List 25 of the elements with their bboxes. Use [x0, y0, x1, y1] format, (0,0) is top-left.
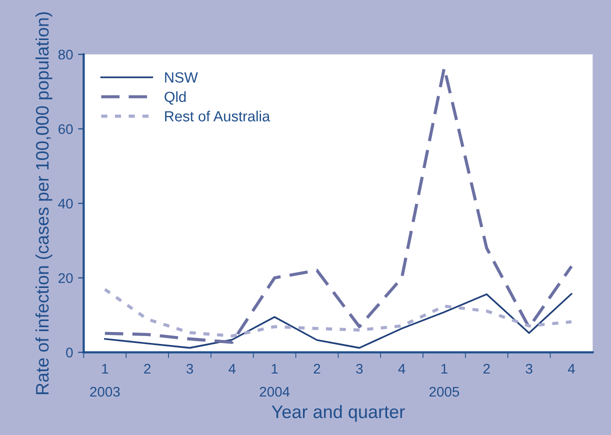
x-tick-label: 3 [186, 364, 193, 374]
x-tick-label: 2 [483, 364, 490, 374]
legend-label: Rest of Australia [165, 110, 270, 122]
y-tick-label: 80 [58, 50, 73, 60]
line-series [103, 66, 573, 344]
x-tick-label: 4 [228, 364, 236, 374]
y-axis-title: Rate of infection (cases per 100,000 population) [35, 12, 52, 394]
legend-label: Qld [164, 91, 186, 105]
x-tick-label: 1 2003 [90, 364, 120, 397]
legend-label: NSW [165, 72, 198, 83]
x-tick-label: 2 [144, 364, 150, 374]
x-tick-label: 4 [568, 364, 575, 374]
x-tick-label: 1 2005 [429, 364, 460, 397]
x-tick-label: 3 [526, 364, 532, 374]
y-tick-label: 0 [66, 348, 73, 358]
x-tick-label: 4 [398, 364, 406, 374]
line-series [103, 288, 573, 338]
x-axis-title: Year and quarter [272, 404, 405, 422]
x-tick-label: 2 [314, 364, 320, 374]
y-tick-label: 60 [58, 124, 73, 134]
x-tick-label: 1 2004 [260, 364, 290, 397]
y-tick-label: 20 [58, 273, 73, 284]
x-tick-label: 3 [356, 364, 363, 374]
line-series [104, 293, 572, 349]
y-tick-label: 40 [58, 198, 73, 209]
